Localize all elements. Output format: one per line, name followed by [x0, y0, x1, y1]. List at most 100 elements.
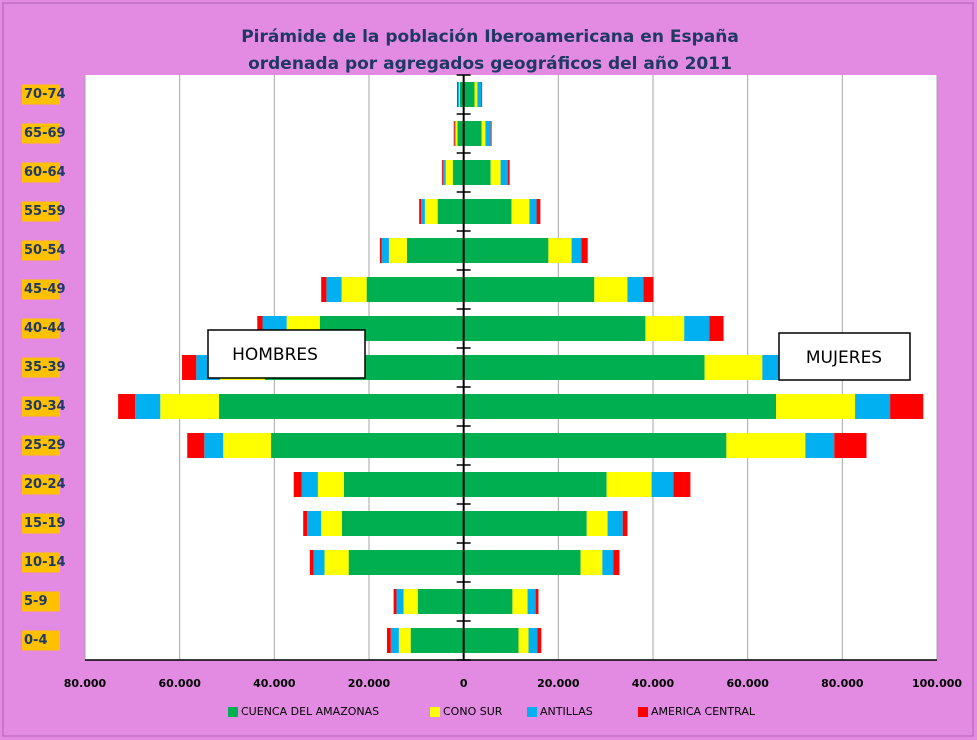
bar-segment [445, 160, 453, 185]
bar-segment [643, 277, 654, 302]
category-label-bg [22, 84, 60, 105]
y-tick-label: 20-24 [24, 477, 66, 492]
bar-segment [317, 472, 344, 497]
bar-segment [511, 199, 530, 224]
category-label-bg [22, 552, 60, 573]
bar-segment [586, 511, 608, 536]
bar-segment [342, 511, 464, 536]
bar-segment [348, 550, 464, 575]
bar-segment [518, 628, 529, 653]
category-label-bg [22, 591, 60, 612]
bar-segment [341, 277, 367, 302]
bar-segment [463, 82, 475, 107]
bar-segment [303, 511, 307, 536]
bar-segment [704, 355, 763, 380]
y-tick-label: 5-9 [24, 594, 48, 609]
bar-segment [457, 82, 458, 107]
bar-segment [306, 511, 322, 536]
bar-segment [606, 472, 652, 497]
bar-segment [709, 316, 724, 341]
bar-segment [527, 589, 536, 614]
bar-segment [477, 82, 482, 107]
bar-segment [481, 121, 486, 146]
bar-segment [388, 238, 407, 263]
y-tick-label: 0-4 [24, 633, 48, 648]
bar-segment [437, 199, 464, 224]
bar-segment [326, 277, 342, 302]
bar-segment [507, 160, 510, 185]
bar-segment [673, 472, 691, 497]
bar-segment [455, 121, 458, 146]
bar-segment [463, 199, 512, 224]
bar-segment [548, 238, 572, 263]
y-tick-label: 55-59 [24, 204, 66, 219]
bar-segment [855, 394, 891, 419]
legend-label: CONO SUR [443, 705, 503, 718]
annotation: MUJERES [806, 348, 882, 368]
annotation-box [207, 329, 366, 379]
bar-segment [257, 316, 263, 341]
bar-segment [463, 238, 549, 263]
bar-segment [442, 160, 446, 185]
bar-segment [571, 238, 582, 263]
x-tick-label: 20.000 [348, 677, 391, 690]
bar-segment [500, 160, 508, 185]
bar-segment [537, 628, 542, 653]
bar-segment [463, 472, 607, 497]
bar-segment [594, 277, 628, 302]
bar-segment [490, 160, 501, 185]
bar-segment [726, 433, 806, 458]
y-tick-label: 15-19 [24, 516, 66, 531]
bar-segment [293, 472, 302, 497]
bar-segment [580, 550, 603, 575]
bar-segment [535, 589, 539, 614]
category-label-bg [22, 162, 60, 183]
bar-segment [463, 121, 482, 146]
bar-segment [463, 355, 705, 380]
bar-segment [390, 628, 399, 653]
bar-segment [490, 121, 492, 146]
bar-segment [379, 238, 382, 263]
x-tick-label: 0 [460, 677, 468, 690]
bar-segment [834, 433, 867, 458]
bar-segment [393, 589, 397, 614]
y-tick-label: 45-49 [24, 282, 66, 297]
bar-segment [406, 238, 464, 263]
category-label-bg [22, 123, 60, 144]
y-tick-label: 60-64 [24, 165, 66, 180]
category-label-bg [22, 630, 60, 651]
bar-segment [271, 433, 464, 458]
bar-segment [321, 277, 327, 302]
legend-swatch [430, 707, 440, 717]
bar-segment [366, 277, 464, 302]
category-label-bg [22, 240, 60, 261]
bar-segment [463, 628, 519, 653]
bar-segment [381, 238, 389, 263]
bar-segment [684, 316, 710, 341]
y-tick-label: 10-14 [24, 555, 66, 570]
bar-segment [396, 589, 404, 614]
legend-swatch [638, 707, 648, 717]
bar-segment [321, 511, 343, 536]
bar-segment [457, 121, 464, 146]
bar-segment [581, 238, 588, 263]
bar-segment [622, 511, 628, 536]
bar-segment [398, 628, 411, 653]
bar-segment [309, 550, 314, 575]
category-label-bg [22, 513, 60, 534]
bar-segment [463, 394, 777, 419]
x-tick-label: 100.000 [912, 677, 962, 690]
bar-segment [457, 82, 459, 107]
bar-segment [459, 82, 464, 107]
bar-segment [474, 82, 478, 107]
bar-segment [512, 589, 528, 614]
bar-segment [528, 628, 538, 653]
bar-segment [419, 199, 422, 224]
bar-segment [607, 511, 623, 536]
bar-segment [223, 433, 272, 458]
x-tick-label: 40.000 [253, 677, 296, 690]
x-tick-label: 60.000 [158, 677, 201, 690]
annotation: HOMBRES [232, 345, 318, 365]
category-label-bg [22, 318, 60, 339]
